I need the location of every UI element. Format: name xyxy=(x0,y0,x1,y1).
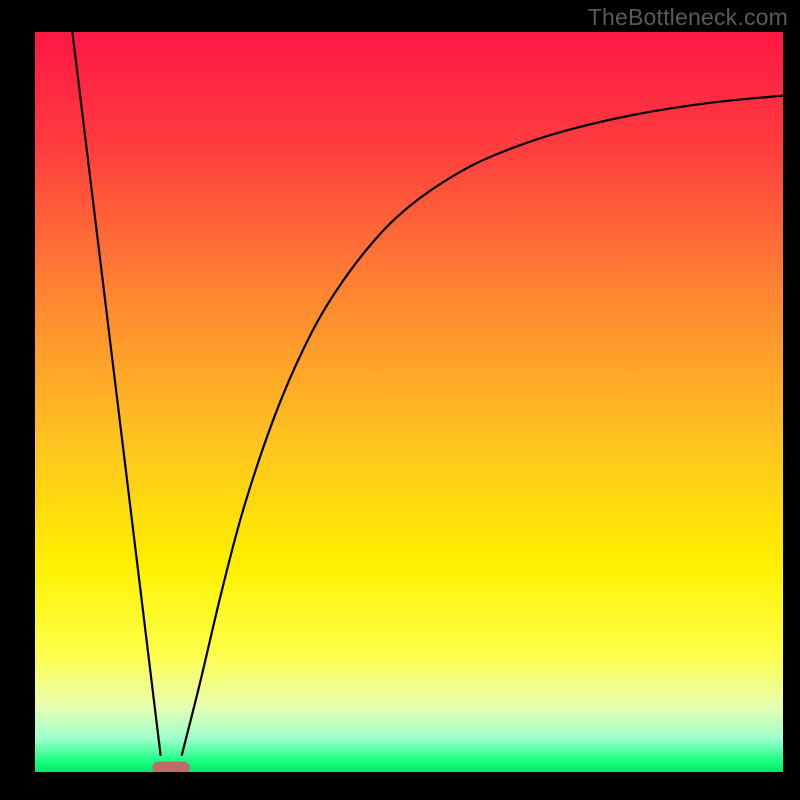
watermark-text: TheBottleneck.com xyxy=(588,4,788,31)
gradient-background xyxy=(35,32,783,772)
bottleneck-chart: TheBottleneck.com xyxy=(0,0,800,800)
valley-marker xyxy=(152,762,189,774)
chart-canvas xyxy=(0,0,800,800)
